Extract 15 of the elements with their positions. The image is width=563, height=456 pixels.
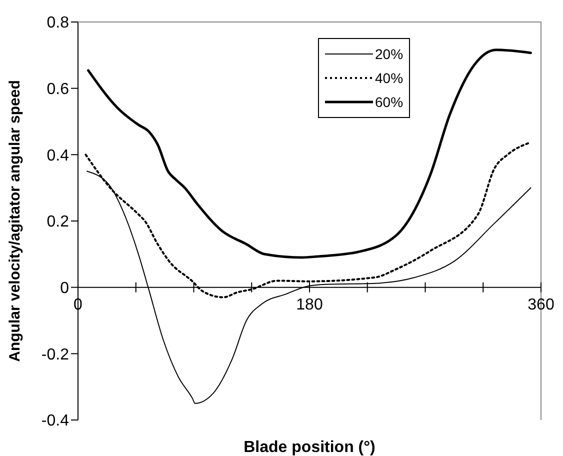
x-tick-label: 180 [296, 296, 323, 314]
x-axis-title: Blade position (°) [244, 439, 376, 456]
y-tick-label: 0.2 [46, 214, 70, 231]
line-series [87, 48, 532, 259]
y-tick-label: 0.6 [46, 81, 70, 98]
x-tick-label: 360 [528, 296, 554, 314]
y-axis-title: Angular velocity/agitator angular speed [6, 80, 24, 362]
y-tick-label: -0.4 [41, 412, 70, 430]
legend-label: 40% [375, 70, 404, 86]
legend-label: 60% [375, 94, 404, 110]
y-tick-label: 0 [60, 280, 70, 298]
legend-label: 20% [375, 46, 404, 62]
y-tick-label: 0.8 [46, 14, 70, 32]
y-tick-label: -0.2 [41, 346, 70, 364]
y-tick-label: 0.4 [46, 147, 70, 164]
